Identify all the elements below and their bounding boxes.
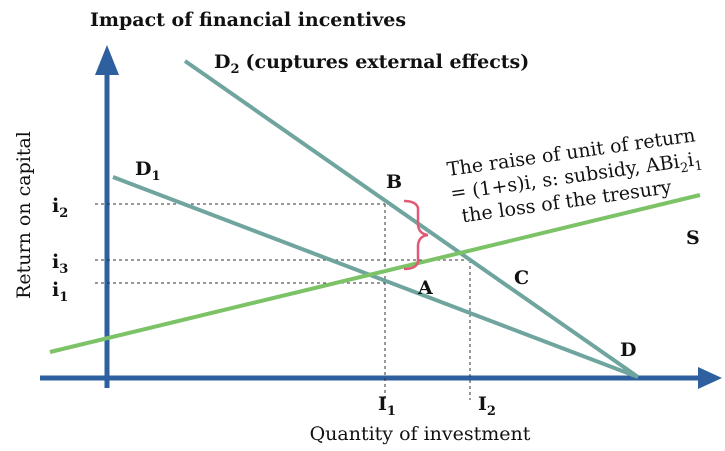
x-axis-label: Quantity of investment — [310, 423, 531, 445]
annotation: The raise of unit of return = (1+s)i, s:… — [446, 124, 704, 227]
tick-i3: i3 — [52, 251, 68, 277]
tick-I2: I2 — [478, 393, 496, 419]
d2-sub: 2 — [230, 62, 239, 77]
point-s: S — [686, 227, 700, 249]
tick-main: i — [52, 251, 59, 273]
annotation-part: 1 — [694, 159, 704, 175]
point-c: C — [514, 267, 529, 289]
point-a: A — [417, 277, 433, 299]
d2-line — [183, 59, 640, 379]
d1-sub: 1 — [151, 169, 160, 184]
s-line — [49, 193, 701, 354]
brace — [403, 199, 429, 271]
tick-sub: 1 — [387, 404, 396, 419]
tick-I1: I1 — [378, 393, 396, 419]
tick-sub: 2 — [59, 206, 68, 221]
tick-i1: i1 — [52, 279, 68, 305]
annotation-part: i — [686, 149, 695, 172]
tick-main: I — [378, 393, 387, 415]
title: Impact of financial incentives — [90, 9, 406, 31]
d1-line — [112, 175, 639, 379]
tick-main: I — [478, 393, 487, 415]
tick-main: i — [52, 195, 59, 217]
d1-main: D — [135, 158, 151, 180]
y-axis-label: Return on capital — [13, 131, 35, 299]
d2-main: D — [214, 51, 230, 73]
x-arrow — [698, 367, 722, 389]
tick-sub: 2 — [487, 404, 496, 419]
point-d: D — [620, 339, 636, 361]
d2-label: D2 (cuptures external effects) — [214, 51, 529, 77]
tick-i2: i2 — [52, 195, 68, 221]
d1-label: D1 — [135, 158, 161, 184]
tick-sub: 3 — [59, 262, 68, 277]
y-arrow — [95, 45, 119, 75]
tick-sub: 1 — [59, 290, 68, 305]
d2-description: (cuptures external effects) — [246, 51, 530, 73]
annotation-part: 2 — [679, 161, 689, 177]
tick-main: i — [52, 279, 59, 301]
point-b: B — [386, 171, 402, 193]
